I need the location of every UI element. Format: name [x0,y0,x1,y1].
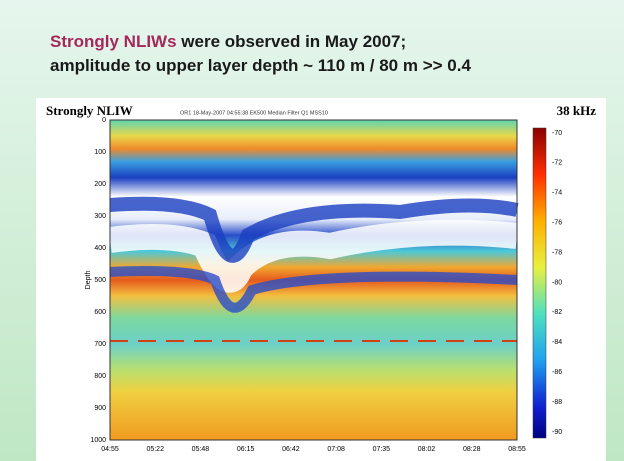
y-tick-label: 900 [94,405,106,412]
y-tick-label: 200 [94,181,106,188]
x-tick-label: 08:55 [508,446,526,453]
colorbar-tick-label: -80 [552,279,562,286]
colorbar-tick-label: -82 [552,309,562,316]
x-tick-label: 05:22 [146,446,164,453]
colorbar-tick-label: -72 [552,160,562,167]
x-tick-label: 06:42 [282,446,300,453]
plot-frame [109,119,518,441]
x-tick-label: 08:28 [463,446,481,453]
colorbar-tick-label: -86 [552,369,562,376]
colorbar-tick-label: -84 [552,339,562,346]
title-text: were observed in May 2007; [176,32,407,51]
y-tick-label: 1000 [90,437,106,444]
y-tick-label: 500 [94,277,106,284]
colorbar-tick-label: -70 [552,130,562,137]
colorbar-tick-label: -88 [552,399,562,406]
y-tick-label: 300 [94,213,106,220]
colorbar [532,127,547,439]
x-tick-label: 07:35 [373,446,391,453]
figure-title: Strongly NLIW [46,103,133,118]
y-tick-label: 800 [94,373,106,380]
echogram-layer [109,196,519,263]
x-tick-label: 04:55 [101,446,119,453]
y-tick-label: 600 [94,309,106,316]
figure-subtitle: OR1 18-May-2007 04:55:38 EK500 Median Fi… [180,110,328,116]
colorbar-tick-label: -76 [552,220,562,227]
echogram-layer [109,266,518,313]
echogram-layer [108,219,519,293]
x-tick-label: 07:08 [327,446,345,453]
y-axis-label: Depth [85,271,92,290]
x-tick-label: 06:15 [237,446,255,453]
colorbar-tick-label: -74 [552,190,562,197]
slide-title-line: amplitude to upper layer depth ~ 110 m /… [50,56,471,75]
colorbar-tick-label: -78 [552,249,562,256]
x-tick-label: 05:48 [192,446,210,453]
y-tick-label: 700 [94,341,106,348]
y-tick-label: 100 [94,149,106,156]
title-highlight: Strongly NLIWs [50,32,177,51]
x-tick-label: 08:02 [418,446,436,453]
y-tick-label: 400 [94,245,106,252]
y-tick-label: 0 [102,117,106,124]
slide-title: Strongly NLIWs were observed in May 2007… [50,32,406,52]
frequency-label: 38 kHz [557,103,597,118]
colorbar-tick-label: -90 [552,429,562,436]
